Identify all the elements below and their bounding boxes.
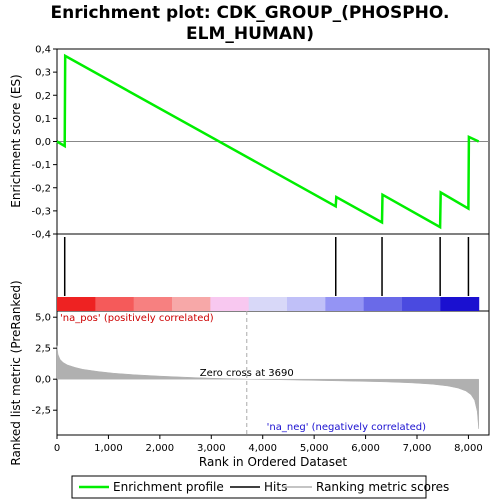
- es-ytick-label: -0,1: [31, 160, 51, 171]
- es-ytick-label: 0,3: [35, 68, 51, 79]
- metric-ytick-label: 2,5: [35, 344, 51, 355]
- neg-correlated-label: 'na_neg' (negatively correlated): [267, 422, 426, 433]
- x-tick-label: 0: [54, 443, 60, 454]
- ranked-bar-segment: [325, 297, 365, 311]
- x-tick-label: 5,000: [300, 443, 329, 454]
- x-tick-label: 8,000: [454, 443, 483, 454]
- zero-cross-annotation: Zero cross at 3690: [200, 368, 294, 379]
- ranked-bar-segment: [402, 297, 441, 311]
- x-tick-label: 1,000: [94, 443, 123, 454]
- legend-hits-label: Hits: [264, 480, 287, 494]
- es-ytick-label: -0,4: [31, 230, 51, 241]
- es-ytick-label: -0,2: [31, 183, 51, 194]
- metric-axis-label: Ranked list metric (PreRanked): [9, 280, 23, 465]
- es-ytick-label: 0,0: [35, 137, 51, 148]
- ranked-bar-segment: [57, 297, 96, 311]
- metric-ytick-label: 5,0: [35, 313, 51, 324]
- ranked-bar-segment: [95, 297, 135, 311]
- es-ytick-label: 0,2: [35, 91, 51, 102]
- legend-enrichment-label: Enrichment profile: [113, 480, 224, 494]
- chart-title-line-2: ELM_HUMAN): [186, 24, 314, 44]
- x-tick-label: 4,000: [248, 443, 277, 454]
- es-ytick-label: 0,1: [35, 114, 51, 125]
- legend-metric-label: Ranking metric scores: [316, 480, 449, 494]
- x-tick-label: 7,000: [403, 443, 432, 454]
- es-axis-label: Enrichment score (ES): [9, 74, 23, 207]
- ranked-bar-segment: [133, 297, 173, 311]
- ranked-bar-segment: [287, 297, 326, 311]
- x-tick-label: 2,000: [146, 443, 175, 454]
- ranked-bar-segment: [440, 297, 480, 311]
- ranked-bar-segment: [210, 297, 250, 311]
- pos-correlated-label: 'na_pos' (positively correlated): [60, 313, 214, 324]
- x-axis-label: Rank in Ordered Dataset: [199, 455, 347, 469]
- metric-ytick-label: 0,0: [35, 375, 51, 386]
- ranking-metric-area: [56, 345, 479, 429]
- x-tick-label: 3,000: [197, 443, 226, 454]
- ranked-bar-segment: [172, 297, 211, 311]
- ranked-bar-segment: [363, 297, 403, 311]
- es-ytick-label: -0,3: [31, 206, 51, 217]
- es-ytick-label: 0,4: [35, 45, 51, 56]
- ranked-bar-segment: [248, 297, 288, 311]
- chart-title-line-1: Enrichment plot: CDK_GROUP_(PHOSPHO.: [51, 3, 450, 23]
- metric-ytick-label: -2,5: [31, 406, 51, 417]
- x-tick-label: 6,000: [351, 443, 380, 454]
- enrichment-profile-line: [56, 53, 480, 230]
